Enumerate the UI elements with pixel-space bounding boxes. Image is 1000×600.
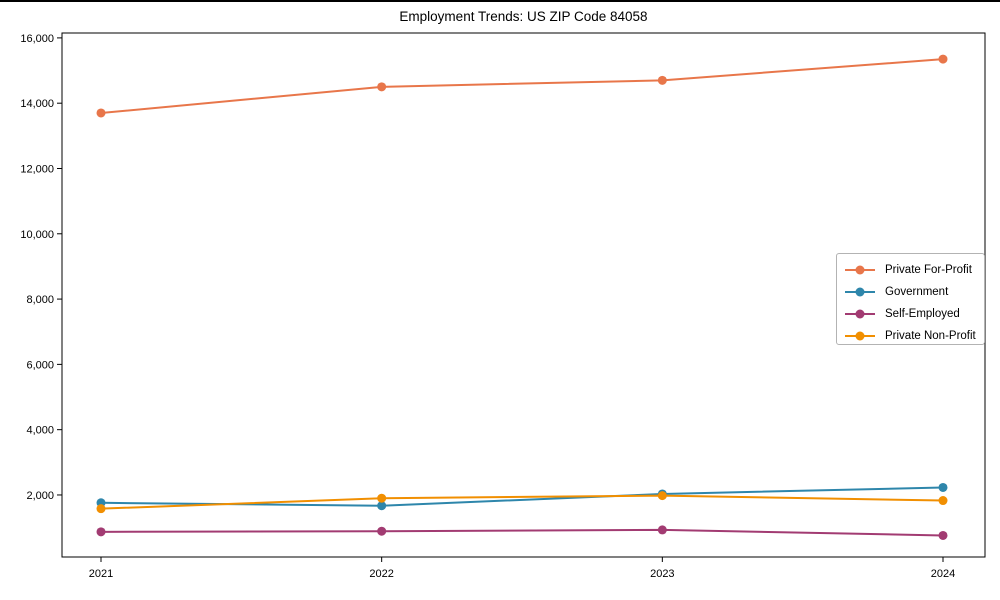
y-tick-label: 12,000 — [20, 163, 54, 175]
plot-border — [61, 32, 986, 558]
legend-label: Government — [885, 286, 949, 298]
data-point-self-employed — [938, 530, 948, 540]
y-tick-label: 4,000 — [26, 425, 54, 437]
y-tick-label: 2,000 — [26, 490, 54, 502]
data-point-government — [377, 501, 387, 511]
top-edge-line — [0, 0, 1000, 2]
legend-entry-private-for-profit: Private For-Profit — [844, 259, 984, 281]
x-tick-label: 2021 — [89, 568, 113, 580]
legend-line-marker-icon — [845, 287, 875, 297]
data-point-private-non-profit — [96, 504, 106, 514]
y-tick-label: 6,000 — [26, 359, 54, 371]
series-line-self-employed — [100, 528, 944, 537]
series-line-private-non-profit — [100, 494, 944, 510]
y-tick-label: 10,000 — [20, 229, 54, 241]
chart-legend: Private For-Profit Government Self-Employe… — [836, 253, 985, 345]
x-tick-label: 2022 — [369, 568, 393, 580]
legend-line-marker-icon — [845, 331, 875, 341]
y-tick-label: 14,000 — [20, 98, 54, 110]
data-point-self-employed — [657, 525, 667, 535]
series-line-private-for-profit — [100, 58, 944, 114]
legend-line-marker-icon — [845, 309, 875, 319]
legend-label: Private For-Profit — [885, 264, 972, 276]
data-point-private-for-profit — [377, 82, 387, 92]
data-point-self-employed — [96, 527, 106, 537]
data-point-private-non-profit — [657, 491, 667, 501]
legend-entry-self-employed: Self-Employed — [844, 303, 984, 325]
data-point-private-non-profit — [938, 496, 948, 506]
legend-entry-private-non-profit: Private Non-Profit — [844, 325, 984, 347]
chart-title: Employment Trends: US ZIP Code 84058 — [399, 9, 648, 24]
x-tick-label: 2023 — [650, 568, 674, 580]
legend-label: Private Non-Profit — [885, 330, 976, 342]
data-point-private-for-profit — [96, 108, 106, 118]
x-tick-label: 2024 — [931, 568, 955, 580]
legend-line-marker-icon — [845, 265, 875, 275]
data-point-government — [938, 482, 948, 492]
data-point-private-for-profit — [938, 54, 948, 64]
y-tick-label: 8,000 — [26, 294, 54, 306]
data-point-self-employed — [377, 526, 387, 536]
legend-label: Self-Employed — [885, 308, 960, 320]
y-tick-label: 16,000 — [20, 33, 54, 45]
data-point-private-for-profit — [657, 75, 667, 85]
data-point-private-non-profit — [377, 493, 387, 503]
legend-entry-government: Government — [844, 281, 984, 303]
